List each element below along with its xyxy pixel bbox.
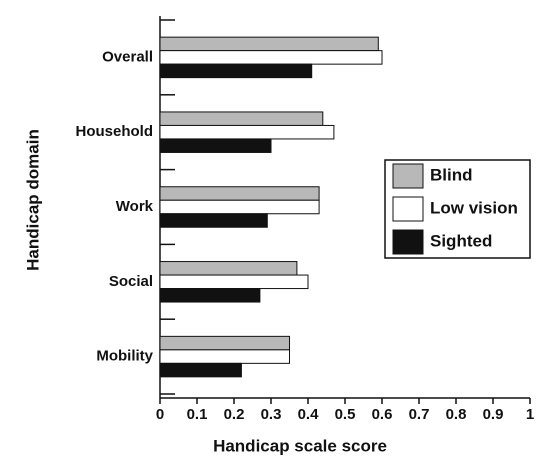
x-tick-label: 0.6	[372, 406, 393, 423]
legend-label: Blind	[430, 165, 473, 184]
x-tick-label: 0.5	[335, 406, 356, 423]
x-tick-label: 0.1	[187, 406, 208, 423]
x-tick-label: 0.7	[409, 406, 430, 423]
x-tick-label: 0.2	[224, 406, 245, 423]
x-axis-title: Handicap scale score	[213, 436, 387, 455]
y-tick-label: Social	[109, 273, 153, 290]
y-tick-label: Household	[76, 123, 154, 140]
bar	[159, 50, 383, 65]
legend-swatch	[392, 196, 424, 222]
bar	[159, 63, 313, 79]
legend-swatch	[392, 163, 424, 189]
bar	[159, 199, 320, 215]
bar	[159, 274, 309, 290]
bar	[159, 124, 335, 140]
y-tick-label: Work	[116, 198, 154, 215]
bar	[159, 213, 268, 228]
bar	[159, 186, 320, 201]
y-tick-label: Mobility	[96, 348, 153, 365]
y-axis-title: Handicap domain	[23, 129, 42, 271]
x-tick-label: 0.4	[298, 406, 320, 423]
bar	[159, 362, 242, 378]
bar	[159, 261, 298, 276]
x-tick-label: 0	[156, 406, 164, 423]
bar	[159, 349, 290, 364]
legend-label: Low vision	[430, 198, 518, 217]
bar	[159, 138, 272, 153]
bar	[159, 335, 290, 351]
x-tick-label: 0.9	[483, 406, 504, 423]
bar	[159, 36, 379, 52]
legend-label: Sighted	[430, 231, 492, 250]
x-tick-label: 0.3	[261, 406, 282, 423]
bar	[159, 288, 261, 303]
legend-swatch	[392, 229, 424, 255]
x-tick-label: 0.8	[446, 406, 467, 423]
bar	[159, 111, 324, 126]
x-tick-label: 1	[526, 406, 534, 423]
y-tick-label: Overall	[102, 48, 153, 65]
